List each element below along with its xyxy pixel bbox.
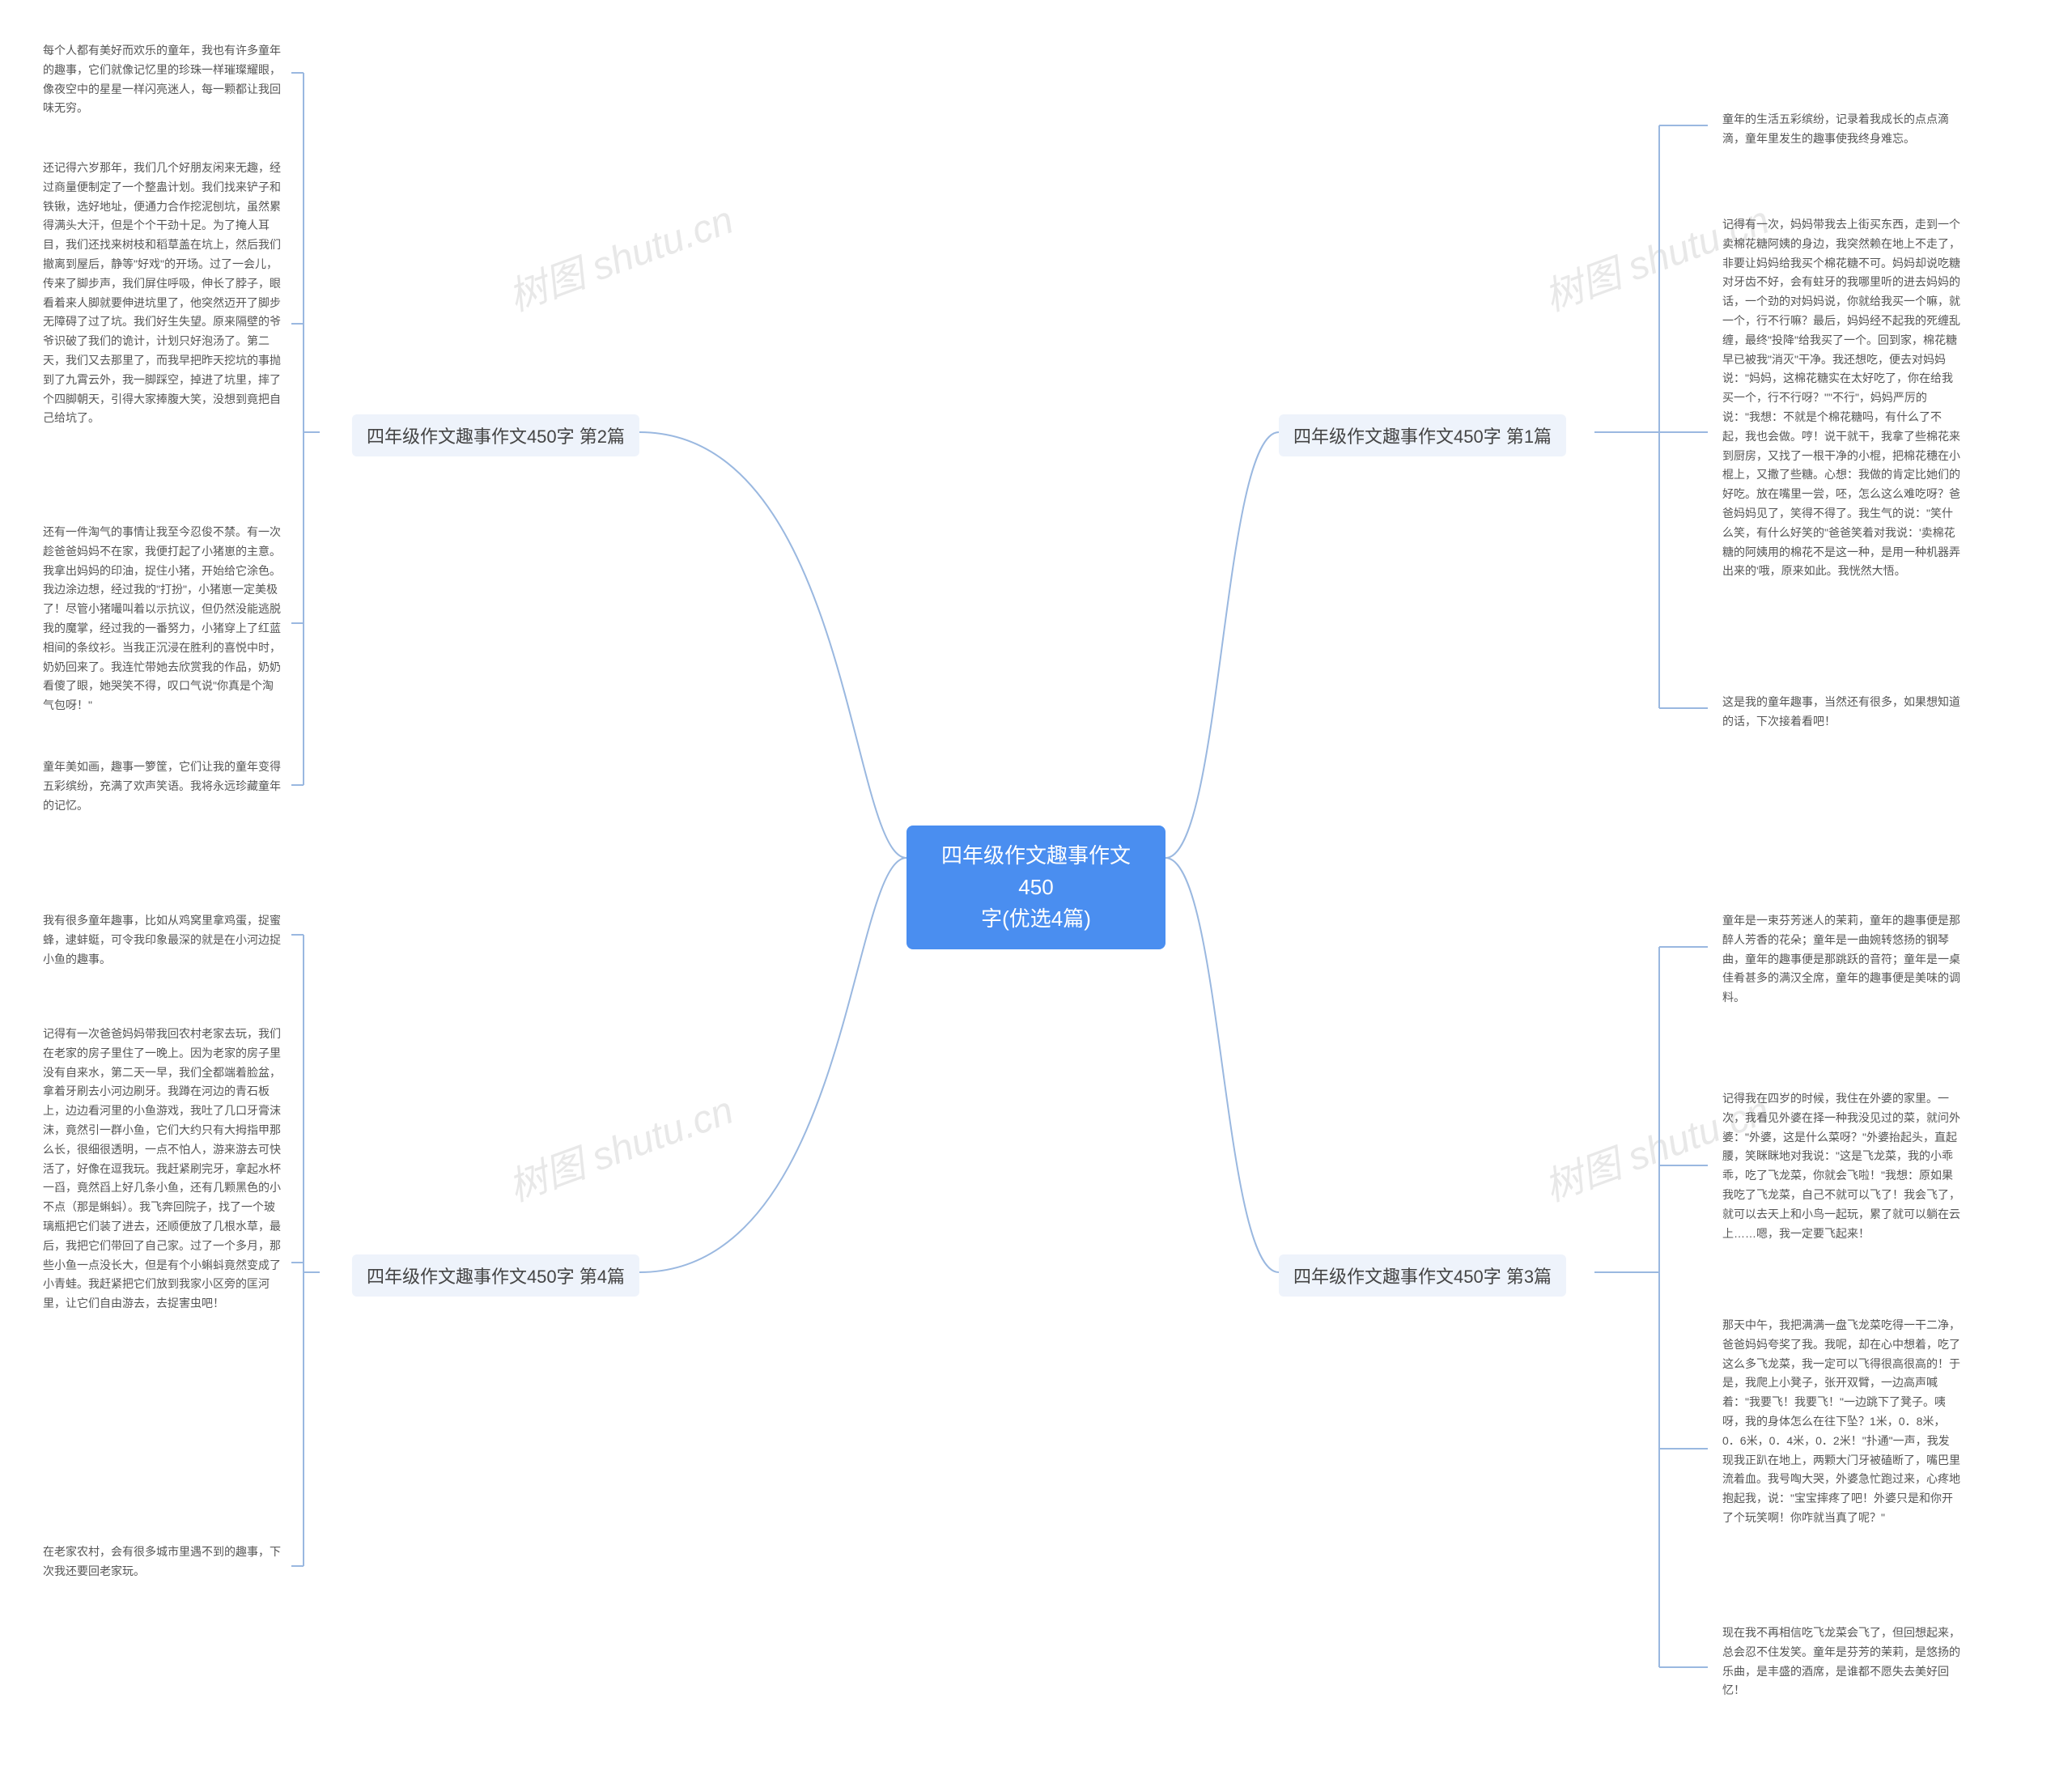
leaf-b2-2: 还有一件淘气的事情让我至今忍俊不禁。有一次趁爸爸妈妈不在家，我便打起了小猪崽的主…	[36, 518, 287, 720]
leaf-b3-1: 记得我在四岁的时候，我住在外婆的家里。一次，我看见外婆在择一种我没见过的菜，就问…	[1716, 1084, 1967, 1248]
center-title-line2: 字(优选4篇)	[981, 906, 1091, 931]
center-title-line1: 四年级作文趣事作文450	[941, 843, 1131, 899]
branch-b1: 四年级作文趣事作文450字 第1篇	[1279, 414, 1566, 456]
leaf-b2-3: 童年美如画，趣事一箩筐，它们让我的童年变得五彩缤纷，充满了欢声笑语。我将永远珍藏…	[36, 753, 287, 820]
leaf-b1-1: 记得有一次，妈妈带我去上街买东西，走到一个卖棉花糖阿姨的身边，我突然赖在地上不走…	[1716, 210, 1967, 586]
leaf-b2-1: 还记得六岁那年，我们几个好朋友闲来无趣，经过商量便制定了一个整蛊计划。我们找来铲…	[36, 154, 287, 433]
leaf-b4-2: 在老家农村，会有很多城市里遇不到的趣事，下次我还要回老家玩。	[36, 1538, 287, 1586]
leaf-b3-0: 童年是一束芬芳迷人的茉莉，童年的趣事便是那醉人芳香的花朵；童年是一曲婉转悠扬的钢…	[1716, 906, 1967, 1012]
leaf-b3-2: 那天中午，我把满满一盘飞龙菜吃得一干二净，爸爸妈妈夸奖了我。我呢，却在心中想着，…	[1716, 1311, 1967, 1533]
leaf-b1-0: 童年的生活五彩缤纷，记录着我成长的点点滴滴，童年里发生的趣事使我终身难忘。	[1716, 105, 1967, 154]
leaf-b4-0: 我有很多童年趣事，比如从鸡窝里拿鸡蛋，捉蜜蜂，逮蚌蜓，可令我印象最深的就是在小河…	[36, 906, 287, 974]
watermark: 树图 shutu.cn	[499, 188, 740, 321]
leaf-b3-3: 现在我不再相信吃飞龙菜会飞了，但回想起来，总会忍不住发笑。童年是芬芳的茉莉，是悠…	[1716, 1619, 1967, 1705]
branch-b2: 四年级作文趣事作文450字 第2篇	[352, 414, 639, 456]
leaf-b2-0: 每个人都有美好而欢乐的童年，我也有许多童年的趣事，它们就像记忆里的珍珠一样璀璨耀…	[36, 36, 287, 123]
branch-b3: 四年级作文趣事作文450字 第3篇	[1279, 1254, 1566, 1297]
branch-b4: 四年级作文趣事作文450字 第4篇	[352, 1254, 639, 1297]
leaf-b4-1: 记得有一次爸爸妈妈带我回农村老家去玩，我们在老家的房子里住了一晚上。因为老家的房…	[36, 1020, 287, 1318]
watermark: 树图 shutu.cn	[499, 1078, 740, 1212]
leaf-b1-2: 这是我的童年趣事，当然还有很多，如果想知道的话，下次接着看吧！	[1716, 688, 1967, 736]
center-node: 四年级作文趣事作文450 字(优选4篇)	[906, 826, 1166, 949]
